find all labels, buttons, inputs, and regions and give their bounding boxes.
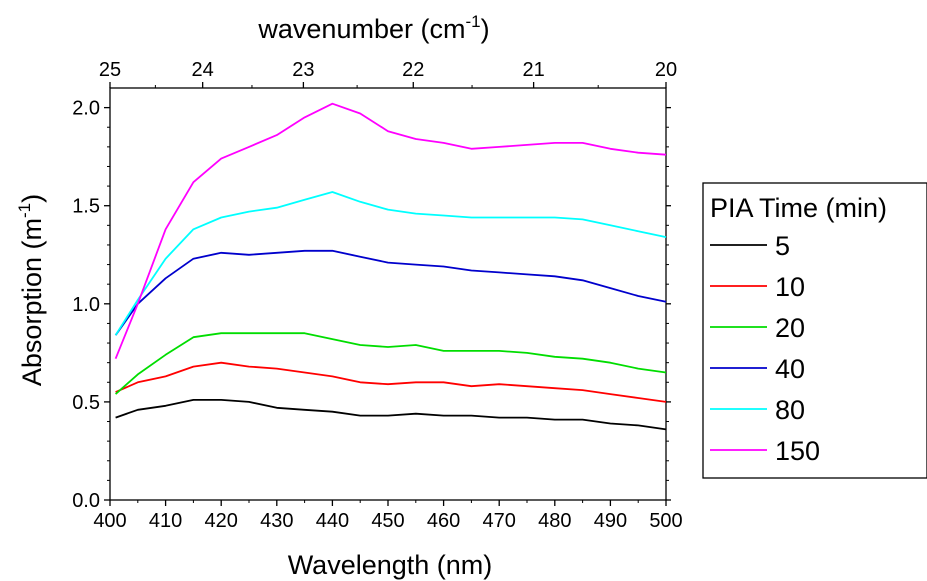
y-tick-label-0.5: 0.5 [72,392,100,414]
y-tick-label-2.0: 2.0 [72,98,100,120]
legend-label-10: 10 [775,272,805,302]
legend-label-20: 20 [775,313,805,343]
y-tick-label-1.5: 1.5 [72,196,100,218]
plot-area: 400 410 420 430 440 450 460 470 480 490 500 0.0 0.5 1… [72,59,683,532]
top-tick-label-20: 20 [655,59,677,81]
series-line-150 [114,102,667,360]
x-tick-label-480: 480 [538,510,571,532]
top-tick-label-23: 23 [292,59,314,81]
legend-label-150: 150 [775,436,820,466]
x-tick-label-460: 460 [427,510,460,532]
series-line-80 [114,191,667,336]
series-line-10 [115,361,667,403]
top-tick-label-22: 22 [402,59,424,81]
legend-label-40: 40 [775,354,805,384]
x-tick-label-400: 400 [93,510,126,532]
series-line-20 [115,332,667,395]
y-tick-label-1.0: 1.0 [72,294,100,316]
plot-frame [109,87,667,501]
x-axis-title: Wavelength (nm) [288,550,493,580]
legend-box [702,182,927,479]
x-tick-label-500: 500 [649,510,682,532]
legend-title: PIA Time (min) [710,193,887,223]
x-tick-label-440: 440 [316,510,349,532]
x-tick-label-450: 450 [371,510,404,532]
legend: PIA Time (min) 5 10 20 40 80 150 [702,182,927,479]
series-line-40 [114,249,667,336]
top-axis-title: wavenumber (cm-1) [257,12,489,44]
top-tick-label-25: 25 [99,59,121,81]
x-tick-label-430: 430 [260,510,293,532]
y-axis-title: Absorption (m-1) [15,194,47,386]
x-tick-label-470: 470 [483,510,516,532]
x-tick-label-410: 410 [149,510,182,532]
top-tick-label-24: 24 [192,59,214,81]
x-tick-label-420: 420 [205,510,238,532]
legend-label-80: 80 [775,395,805,425]
x-tick-label-490: 490 [594,510,627,532]
legend-label-5: 5 [775,231,790,261]
y-tick-label-0.0: 0.0 [72,490,100,512]
series-line-5 [115,398,667,431]
top-tick-label-21: 21 [522,59,544,81]
